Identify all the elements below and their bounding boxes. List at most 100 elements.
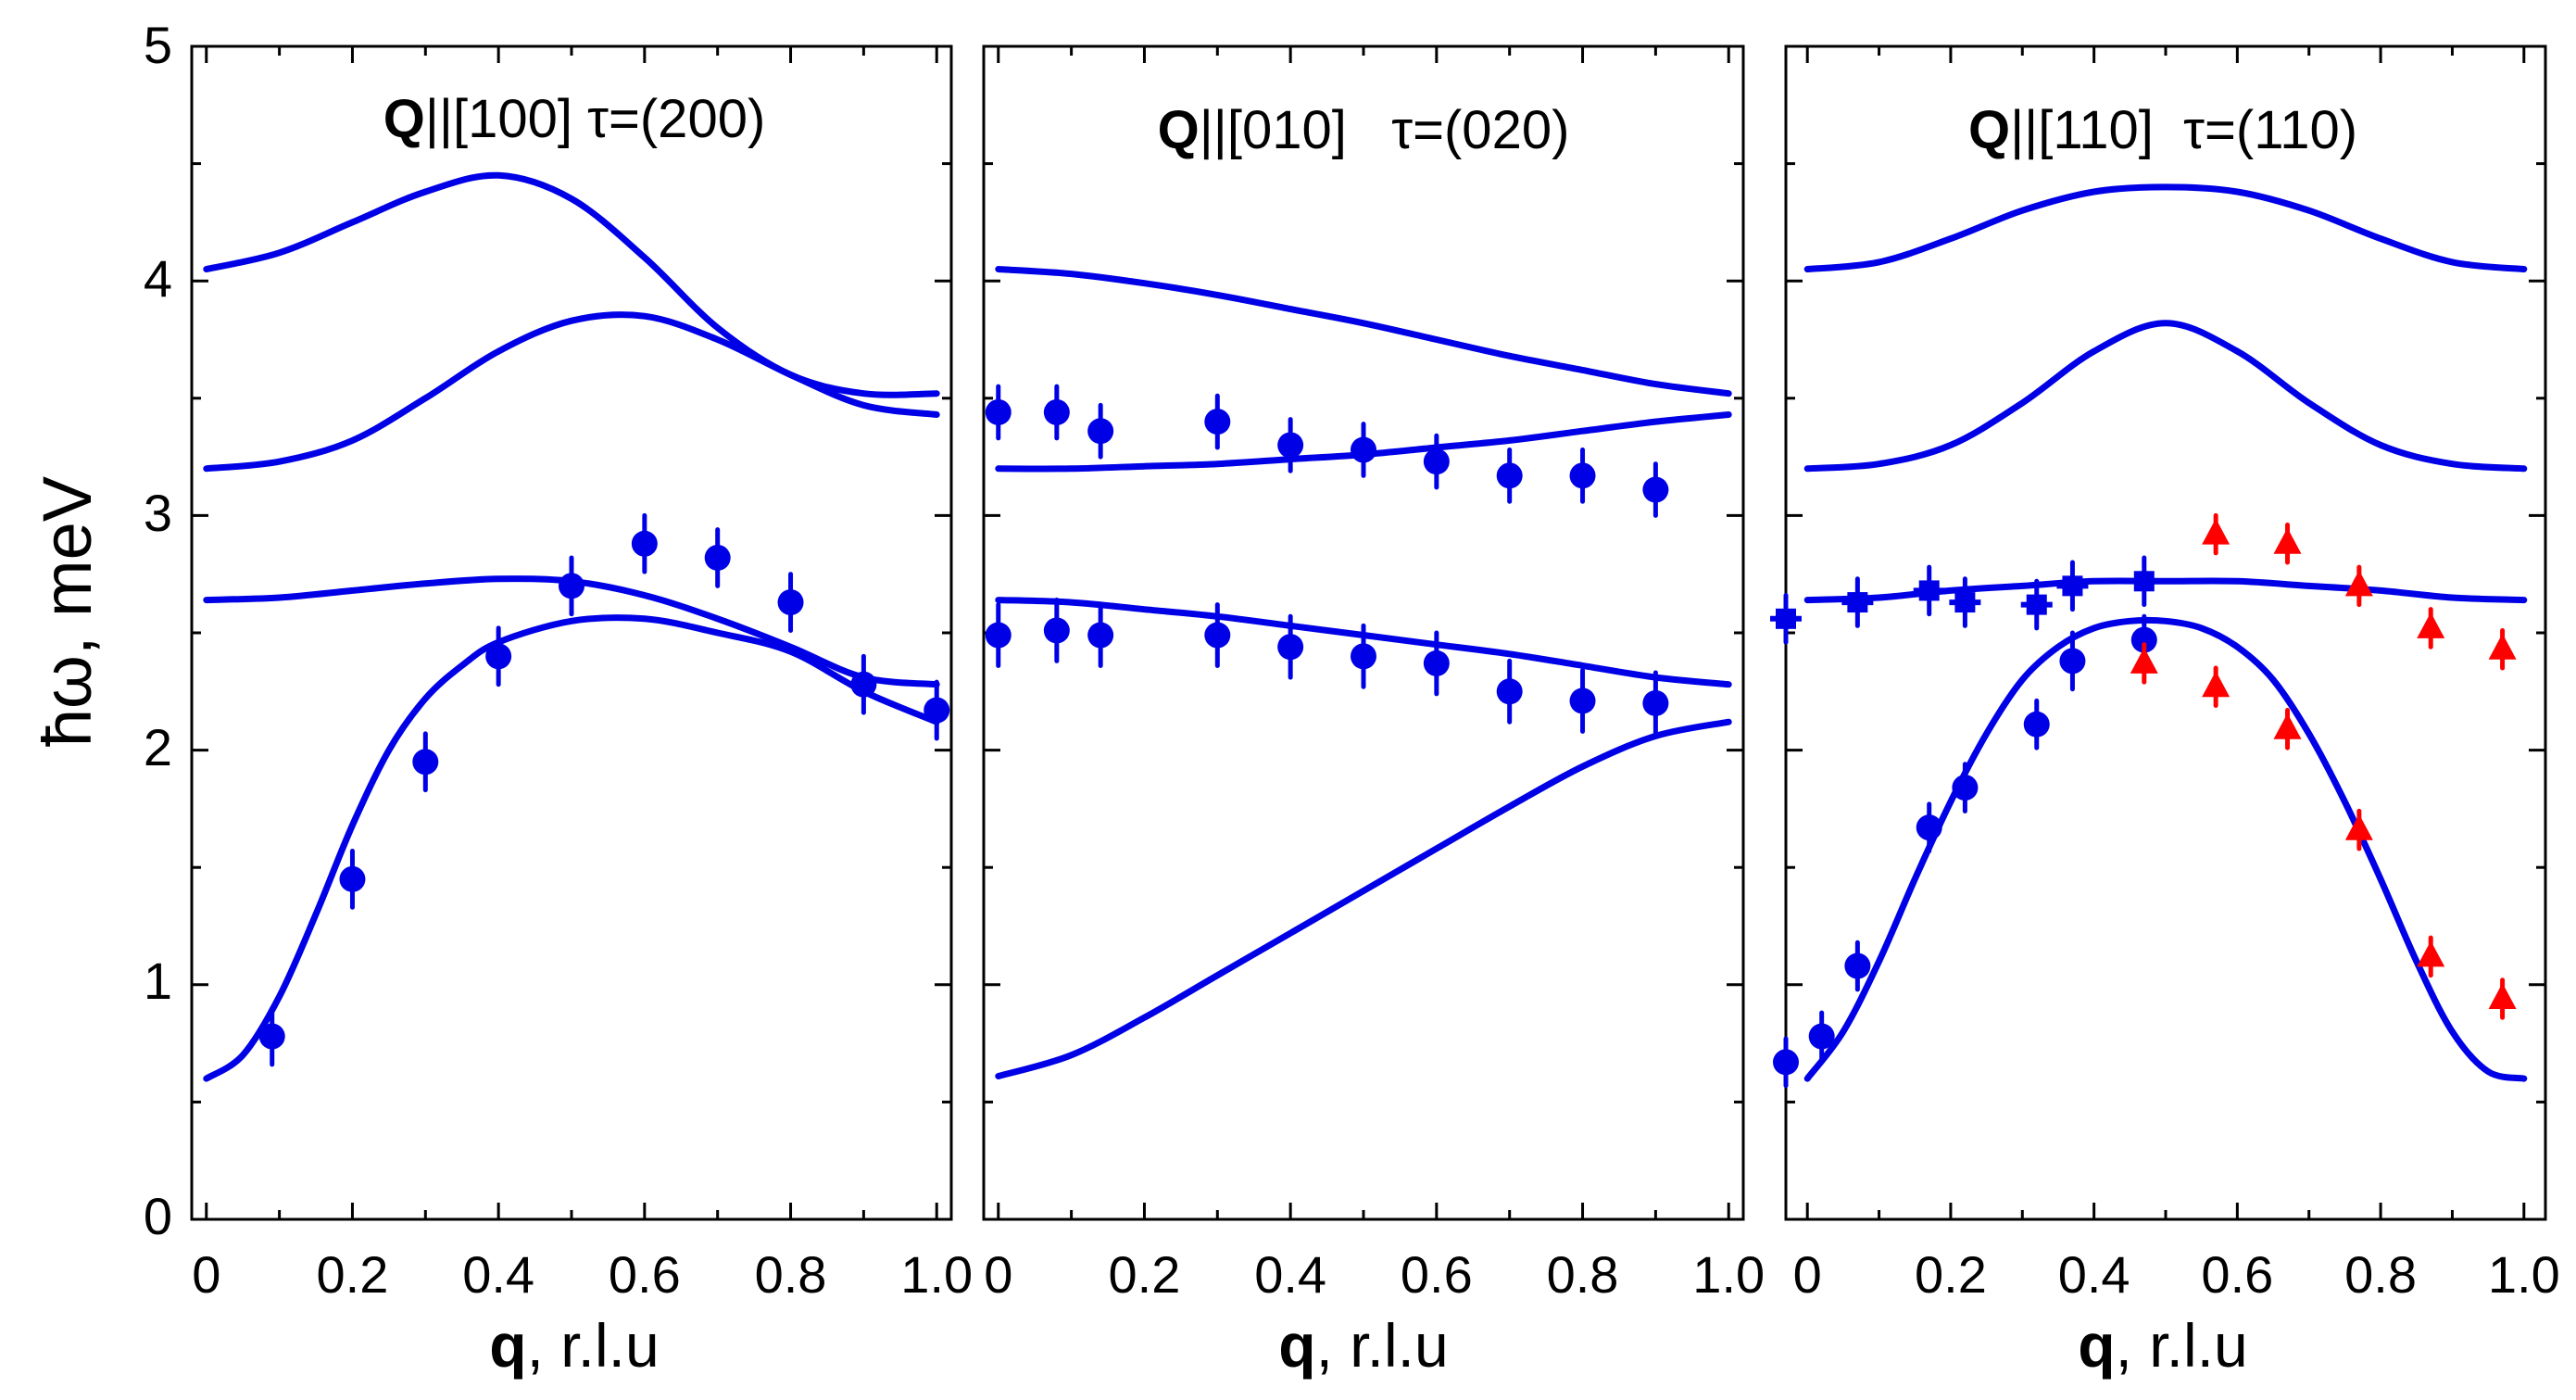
x-tick-label: 0.6 [2201, 1245, 2273, 1304]
data-point-circle [1423, 650, 1450, 676]
data-point-circle [1087, 622, 1114, 649]
panel-q110: Q||[110] τ=(110) 0 0.2 0.4 0.6 0.8 1.0 q… [1770, 44, 2560, 1380]
data-points [1770, 512, 2517, 1089]
x-axis-label-bold: q [1278, 1311, 1315, 1380]
x-tick-label: 0.8 [755, 1245, 827, 1304]
data-point-circle [412, 749, 439, 776]
data-point-circle [985, 398, 1012, 425]
axis-ticks [192, 44, 951, 1221]
data-point-circle [1087, 418, 1114, 445]
data-point-circle [1043, 617, 1070, 644]
panel-q010: Q||[010] τ=(020) 0 0.2 0.4 0.6 0.8 1.0 q… [982, 44, 1765, 1380]
y-tick-label-5: 5 [144, 16, 172, 74]
axis-ticks [1786, 44, 2545, 1221]
data-point-circle [1496, 462, 1523, 489]
data-point-circle [2130, 626, 2157, 653]
data-point-triangle [2417, 612, 2445, 638]
panel-q100: Q||[100] τ=(200) 0 0.2 0.4 0.6 0.8 1.0 q… [190, 44, 973, 1380]
data-point-circle [1773, 1049, 1799, 1076]
data-point-triangle [2202, 518, 2230, 545]
y-tick-label-1: 1 [144, 952, 172, 1010]
x-axis-label-rest: , r.l.u [2116, 1311, 2248, 1380]
x-tick-label: 1.0 [2488, 1245, 2560, 1304]
x-tick-label: 1.0 [1692, 1245, 1765, 1304]
model-curve [1803, 183, 2528, 272]
model-curve [1803, 616, 2528, 1082]
x-tick-label: 0.4 [462, 1245, 534, 1304]
data-point-circle [485, 643, 512, 670]
model-curve [995, 718, 1732, 1079]
x-tick-label: 1.0 [900, 1245, 973, 1304]
data-point-triangle [2130, 647, 2158, 674]
data-point-triangle [2488, 633, 2517, 660]
data-point-circle [1277, 432, 1304, 459]
data-point-circle [1043, 398, 1070, 425]
panel-title-rest: ||[100] τ=(200) [425, 89, 765, 149]
data-point-circle [1952, 775, 1979, 801]
x-tick-label: 0 [984, 1245, 1012, 1304]
data-points [985, 384, 1669, 737]
x-axis-label-rest: , r.l.u [527, 1311, 660, 1380]
panel-frame [190, 44, 953, 1221]
model-curves [203, 171, 940, 1082]
data-points [258, 512, 950, 1067]
model-curve [1803, 320, 2528, 473]
model-curve [203, 311, 940, 473]
x-tick-label: 0 [1793, 1245, 1822, 1304]
panel-title: Q||[100] τ=(200) [383, 89, 766, 149]
x-axis-label-bold: q [489, 1311, 526, 1380]
panel-title: Q||[010] τ=(020) [1158, 100, 1570, 160]
data-point-circle [1423, 448, 1450, 475]
data-point-triangle [2273, 713, 2302, 739]
data-point-circle [1642, 476, 1669, 503]
panel-title: Q||[110] τ=(110) [1968, 100, 2357, 160]
panel-title-bold: Q [1968, 100, 2010, 160]
panel-title-rest: ||[110] τ=(110) [2010, 100, 2357, 160]
data-point-circle [1204, 622, 1231, 649]
y-tick-label-2: 2 [144, 718, 172, 776]
data-point-circle [777, 589, 804, 616]
data-point-circle [631, 530, 658, 557]
data-point-triangle [2202, 671, 2230, 698]
data-point-triangle [2273, 527, 2302, 554]
y-tick-label-0: 0 [144, 1187, 172, 1245]
data-point-circle [1277, 634, 1304, 661]
model-curve [203, 614, 940, 1082]
x-axis-label-bold: q [2078, 1311, 2115, 1380]
data-point-circle [1844, 952, 1871, 979]
x-tick-label: 0.4 [1254, 1245, 1326, 1304]
x-tick-labels: 0 0.2 0.4 0.6 0.8 1.0 [1793, 1245, 2560, 1304]
data-point-circle [1351, 643, 1376, 670]
data-point-triangle [2417, 940, 2445, 967]
x-tick-label: 0.2 [317, 1245, 389, 1304]
data-point-circle [1569, 687, 1596, 714]
x-tick-label: 0.8 [2344, 1245, 2417, 1304]
data-point-circle [704, 544, 731, 571]
data-point-circle [1351, 436, 1376, 463]
data-point-circle [1204, 409, 1231, 435]
data-point-circle [1496, 678, 1523, 705]
x-tick-label: 0.8 [1547, 1245, 1619, 1304]
model-curve [203, 171, 940, 398]
data-point-circle [559, 573, 584, 599]
data-point-circle [258, 1023, 285, 1050]
x-tick-labels: 0 0.2 0.4 0.6 0.8 1.0 [192, 1245, 973, 1304]
panel-title-bold: Q [1158, 100, 1200, 160]
y-tick-label-3: 3 [144, 484, 172, 542]
data-point-circle [339, 865, 366, 892]
data-point-circle [1916, 814, 1942, 841]
data-point-circle [1569, 462, 1596, 489]
x-axis-label: q, r.l.u [489, 1311, 659, 1380]
x-tick-label: 0.2 [1915, 1245, 1987, 1304]
x-tick-label: 0.4 [2058, 1245, 2130, 1304]
panel-title-rest: ||[010] τ=(020) [1200, 100, 1570, 160]
x-tick-labels: 0 0.2 0.4 0.6 0.8 1.0 [984, 1245, 1765, 1304]
x-tick-label: 0.6 [1401, 1245, 1473, 1304]
data-point-circle [924, 697, 950, 724]
model-curves [1803, 183, 2528, 1082]
y-axis-label: ħω, meV [29, 475, 106, 747]
x-tick-label: 0.6 [609, 1245, 681, 1304]
model-curve [995, 266, 1732, 397]
data-point-circle [985, 622, 1012, 649]
